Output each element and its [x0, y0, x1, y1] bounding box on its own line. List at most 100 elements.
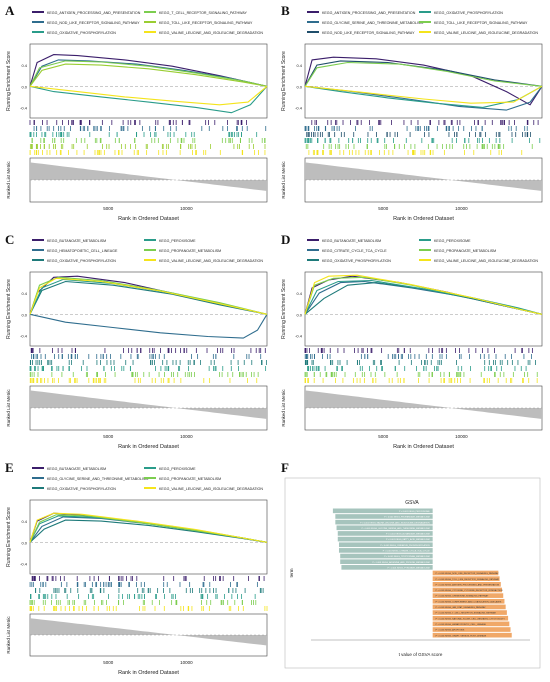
gsva-bar [432, 581, 501, 587]
es-line [304, 56, 543, 106]
gsva-bar [432, 632, 512, 638]
gsva-bar [340, 553, 433, 559]
gsva-bar-label: P < 0.001 KEGG_PEROXISOME [399, 510, 430, 513]
es-line [304, 85, 543, 104]
x-tick-label: 5000 [103, 660, 114, 665]
gsva-bar-label: P < 0.001 KEGG_CHEMOKINE_SIGNALING_PATHW… [436, 595, 489, 598]
gsea-plot-a: KEGG_ANTIGEN_PROCESSING_AND_PRESENTATION… [6, 11, 268, 222]
panel-label-b: B [281, 3, 290, 18]
y-axis-label: Running Enrichment Score [281, 279, 287, 339]
panel-label-c: C [5, 232, 15, 247]
gsva-bar [432, 598, 505, 604]
gsva-bar [337, 536, 433, 542]
x-tick-label: 10000 [180, 434, 193, 439]
x-tick-label: 5000 [103, 434, 114, 439]
legend-entry: KEGG_VALINE_LEUCINE_AND_ISOLEUCINE_DEGRA… [434, 259, 538, 263]
gsva-bar-label: P < 0.001 KEGG_PROPANOATE_METABOLISM [384, 516, 430, 519]
legend-entry: KEGG_PEROXISOME [159, 239, 196, 243]
gsva-bar-label: P < 0.001 KEGG_NOD_LIKE_RECEPTOR_SIGNALI… [436, 572, 500, 575]
y-tick-label: 0.4 [296, 291, 302, 296]
legend-entry: KEGG_OXIDATIVE_PHOSPHORYLATION [434, 11, 503, 15]
gsea-plot-d: KEGG_BUTANOATE_METABOLISM KEGG_CITRATE_CY… [281, 239, 543, 450]
legend-entry: KEGG_OXIDATIVE_PHOSPHORYLATION [47, 259, 116, 263]
es-line [29, 54, 268, 87]
legend-entry: KEGG_VALINE_LEUCINE_AND_ISOLEUCINE_DEGRA… [159, 31, 263, 35]
legend-entry: KEGG_PROPANOATE_METABOLISM [434, 249, 496, 253]
x-axis-label: Rank in Ordered Dataset [393, 216, 454, 222]
rank-metric-area [30, 390, 267, 419]
legend-entry: KEGG_T_CELL_RECEPTOR_SIGNALING_PATHWAY [159, 11, 247, 15]
gsva-bar-label: P < 0.001 KEGG_NATURAL_KILLER_CELL_MEDIA… [436, 617, 506, 620]
legend-entry: KEGG_OXIDATIVE_PHOSPHORYLATION [47, 487, 116, 491]
es-line [29, 512, 268, 543]
legend-entry: KEGG_HEMATOPOIETIC_CELL_LINEAGE [47, 249, 118, 253]
es-line [29, 85, 268, 106]
y-axis-label: Running Enrichment Score [6, 51, 12, 111]
gsva-bar-label: P < 0.001 KEGG_CITRATE_CYCLE_TCA_CYCLE [383, 550, 430, 553]
gsva-bar [432, 570, 499, 576]
gsva-bar-label: P < 0.001 KEGG_OXIDATIVE_PHOSPHORYLATION [380, 544, 430, 547]
x-tick-label: 5000 [103, 206, 114, 211]
gsva-bar-label: P < 0.001 KEGG_APOPTOSIS [436, 629, 465, 632]
es-line [304, 61, 543, 87]
legend-entry: KEGG_TOLL_LIKE_RECEPTOR_SIGNALING_PATHWA… [159, 21, 253, 25]
legend-entry: KEGG_PROPANOATE_METABOLISM [159, 477, 221, 481]
rank-metric-area [30, 618, 267, 646]
gsva-bar [432, 604, 506, 610]
rank-axis-label: Ranked List Metric [6, 389, 11, 427]
y-tick-label: 0.0 [21, 84, 27, 89]
x-axis-label: Rank in Ordered Dataset [118, 216, 179, 222]
y-axis-label: Running Enrichment Score [281, 51, 287, 111]
y-axis-label: Running Enrichment Score [6, 507, 12, 567]
gsva-x-label: t value of GSVA score [399, 652, 443, 657]
y-tick-label: -0.4 [20, 333, 28, 338]
gsva-bar-label: P < 0.001 KEGG_ARGININE_AND_PROLINE_META… [373, 561, 430, 564]
es-line [304, 60, 543, 87]
gsva-bar [432, 627, 511, 632]
gsva-bar-label: P < 0.001 KEGG_PYRUVATE_METABOLISM [387, 566, 429, 569]
gsva-y-label: term [289, 568, 294, 577]
gsva-bar-label: P < 0.001 KEGG_GLYCINE_SERINE_AND_THREON… [362, 527, 430, 530]
legend-entry: KEGG_NOD_LIKE_RECEPTOR_SIGNALING_PATHWAY [322, 31, 415, 35]
gsva-bar [432, 576, 500, 581]
gsva-bar [335, 514, 433, 519]
plot-frame [29, 43, 268, 119]
legend-entry: KEGG_BUTANOATE_METABOLISM [47, 239, 106, 243]
rank-metric-area [305, 390, 542, 419]
rank-axis-label: Ranked List Metric [6, 616, 11, 654]
y-tick-label: 0.4 [21, 63, 27, 68]
y-tick-label: -0.4 [20, 105, 28, 110]
rank-metric-area [305, 162, 542, 191]
x-axis-label: Rank in Ordered Dataset [393, 444, 454, 450]
gsea-plot-e: KEGG_BUTANOATE_METABOLISM KEGG_GLYCINE_SE… [6, 467, 268, 676]
es-line [29, 63, 268, 87]
panel-label-a: A [5, 3, 15, 18]
es-line [304, 85, 543, 108]
legend-entry: KEGG_CITRATE_CYCLE_TCA_CYCLE [322, 249, 387, 253]
es-line [304, 279, 543, 315]
gsva-bar [337, 531, 433, 536]
legend-entry: KEGG_GLYCINE_SERINE_AND_THREONINE_METABO… [322, 21, 423, 25]
legend-entry: KEGG_GLYCINE_SERINE_AND_THREONINE_METABO… [47, 477, 148, 481]
gsva-bar [432, 610, 507, 615]
x-tick-label: 10000 [455, 434, 468, 439]
legend-entry: KEGG_PROPANOATE_METABOLISM [159, 249, 221, 253]
gsva-bar-label: P < 0.001 KEGG_CYTOKINE_CYTOKINE_RECEPTO… [436, 589, 503, 592]
rank-metric-area [30, 162, 267, 191]
y-tick-label: -0.4 [20, 561, 28, 566]
es-line [29, 85, 268, 114]
plot-frame [29, 499, 268, 575]
es-line [29, 277, 268, 315]
legend-entry: KEGG_VALINE_LEUCINE_AND_ISOLEUCINE_DEGRA… [159, 487, 263, 491]
gsva-bar-label: P < 0.001 KEGG_FATTY_ACID_METABOLISM [386, 538, 430, 541]
x-tick-label: 10000 [180, 206, 193, 211]
rank-axis-label: Ranked List Metric [281, 161, 286, 199]
legend-entry: KEGG_NOD_LIKE_RECEPTOR_SIGNALING_PATHWAY [47, 21, 140, 25]
gsva-bar-label: P < 0.001 KEGG_HEMATOPOIETIC_CELL_LINEAG… [436, 623, 487, 626]
legend-entry: KEGG_BUTANOATE_METABOLISM [322, 239, 381, 243]
gsva-bar-label: P < 0.001 KEGG_VALINE_LEUCINE_AND_ISOLEU… [360, 521, 430, 524]
es-line [29, 59, 268, 87]
x-tick-label: 10000 [455, 206, 468, 211]
es-line [29, 514, 268, 543]
gsva-frame [284, 477, 541, 669]
